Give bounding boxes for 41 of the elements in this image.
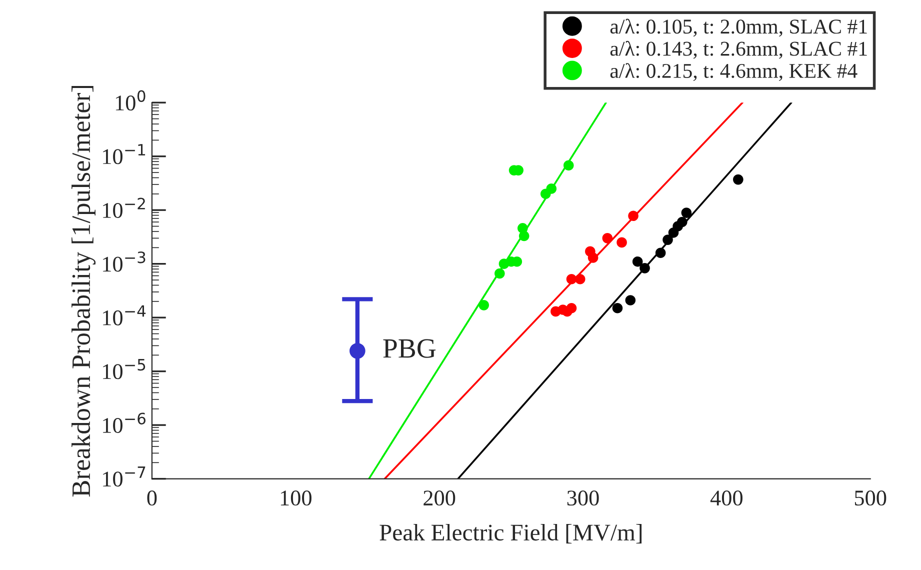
y-tick-label: 10$^{−3}$: [103, 251, 146, 272]
y-tick-label: 10$^{−6}$: [103, 412, 146, 433]
point: [662, 234, 673, 245]
x-tick-label: 300: [567, 490, 599, 506]
point: [478, 300, 490, 310]
point: [566, 302, 577, 314]
legend-label: a/λ: 0.215, t: 4.6mm, KEK #4: [610, 63, 858, 81]
x-tick-label: 100: [280, 490, 312, 506]
point: [676, 216, 688, 228]
y-tick-label: 10$^{−4}$: [103, 305, 146, 326]
point: [733, 174, 744, 185]
point: [563, 160, 574, 170]
point: [574, 274, 586, 284]
point: [588, 252, 598, 263]
point: [640, 263, 650, 274]
x-tick-label: 500: [854, 490, 886, 506]
legend-label: a/λ: 0.105, t: 2.0mm, SLAC #1: [610, 18, 867, 37]
point: [602, 233, 613, 244]
point: [616, 237, 627, 248]
point: [546, 184, 557, 194]
y-axis-title: Breakdown Probability [1/pulse/meter]: [72, 86, 96, 497]
point: [632, 256, 643, 267]
point: [681, 208, 692, 218]
x-axis-title: Peak Electric Field [MV/m]: [380, 524, 642, 544]
legend-label: a/λ: 0.143, t: 2.6mm, SLAC #1: [610, 40, 867, 59]
point: [655, 248, 666, 258]
x-tick-label: 200: [424, 490, 456, 506]
y-tick-label: 10$^{−5}$: [103, 359, 146, 380]
x-tick-label: 0: [147, 490, 157, 506]
point: [518, 230, 530, 242]
point: [612, 302, 623, 314]
point: [494, 268, 505, 279]
y-tick-label: 10$^{−7}$: [103, 466, 146, 487]
point: [566, 274, 577, 284]
point: [625, 295, 636, 306]
y-tick-label: 10$^{−2}$: [103, 198, 145, 218]
y-tick-label: 10$^{0}$: [116, 90, 146, 111]
x-tick-label: 400: [710, 490, 742, 506]
annotation: PBG: [383, 339, 436, 358]
y-tick-label: 10$^{−1}$: [103, 144, 146, 164]
point: [628, 210, 638, 222]
